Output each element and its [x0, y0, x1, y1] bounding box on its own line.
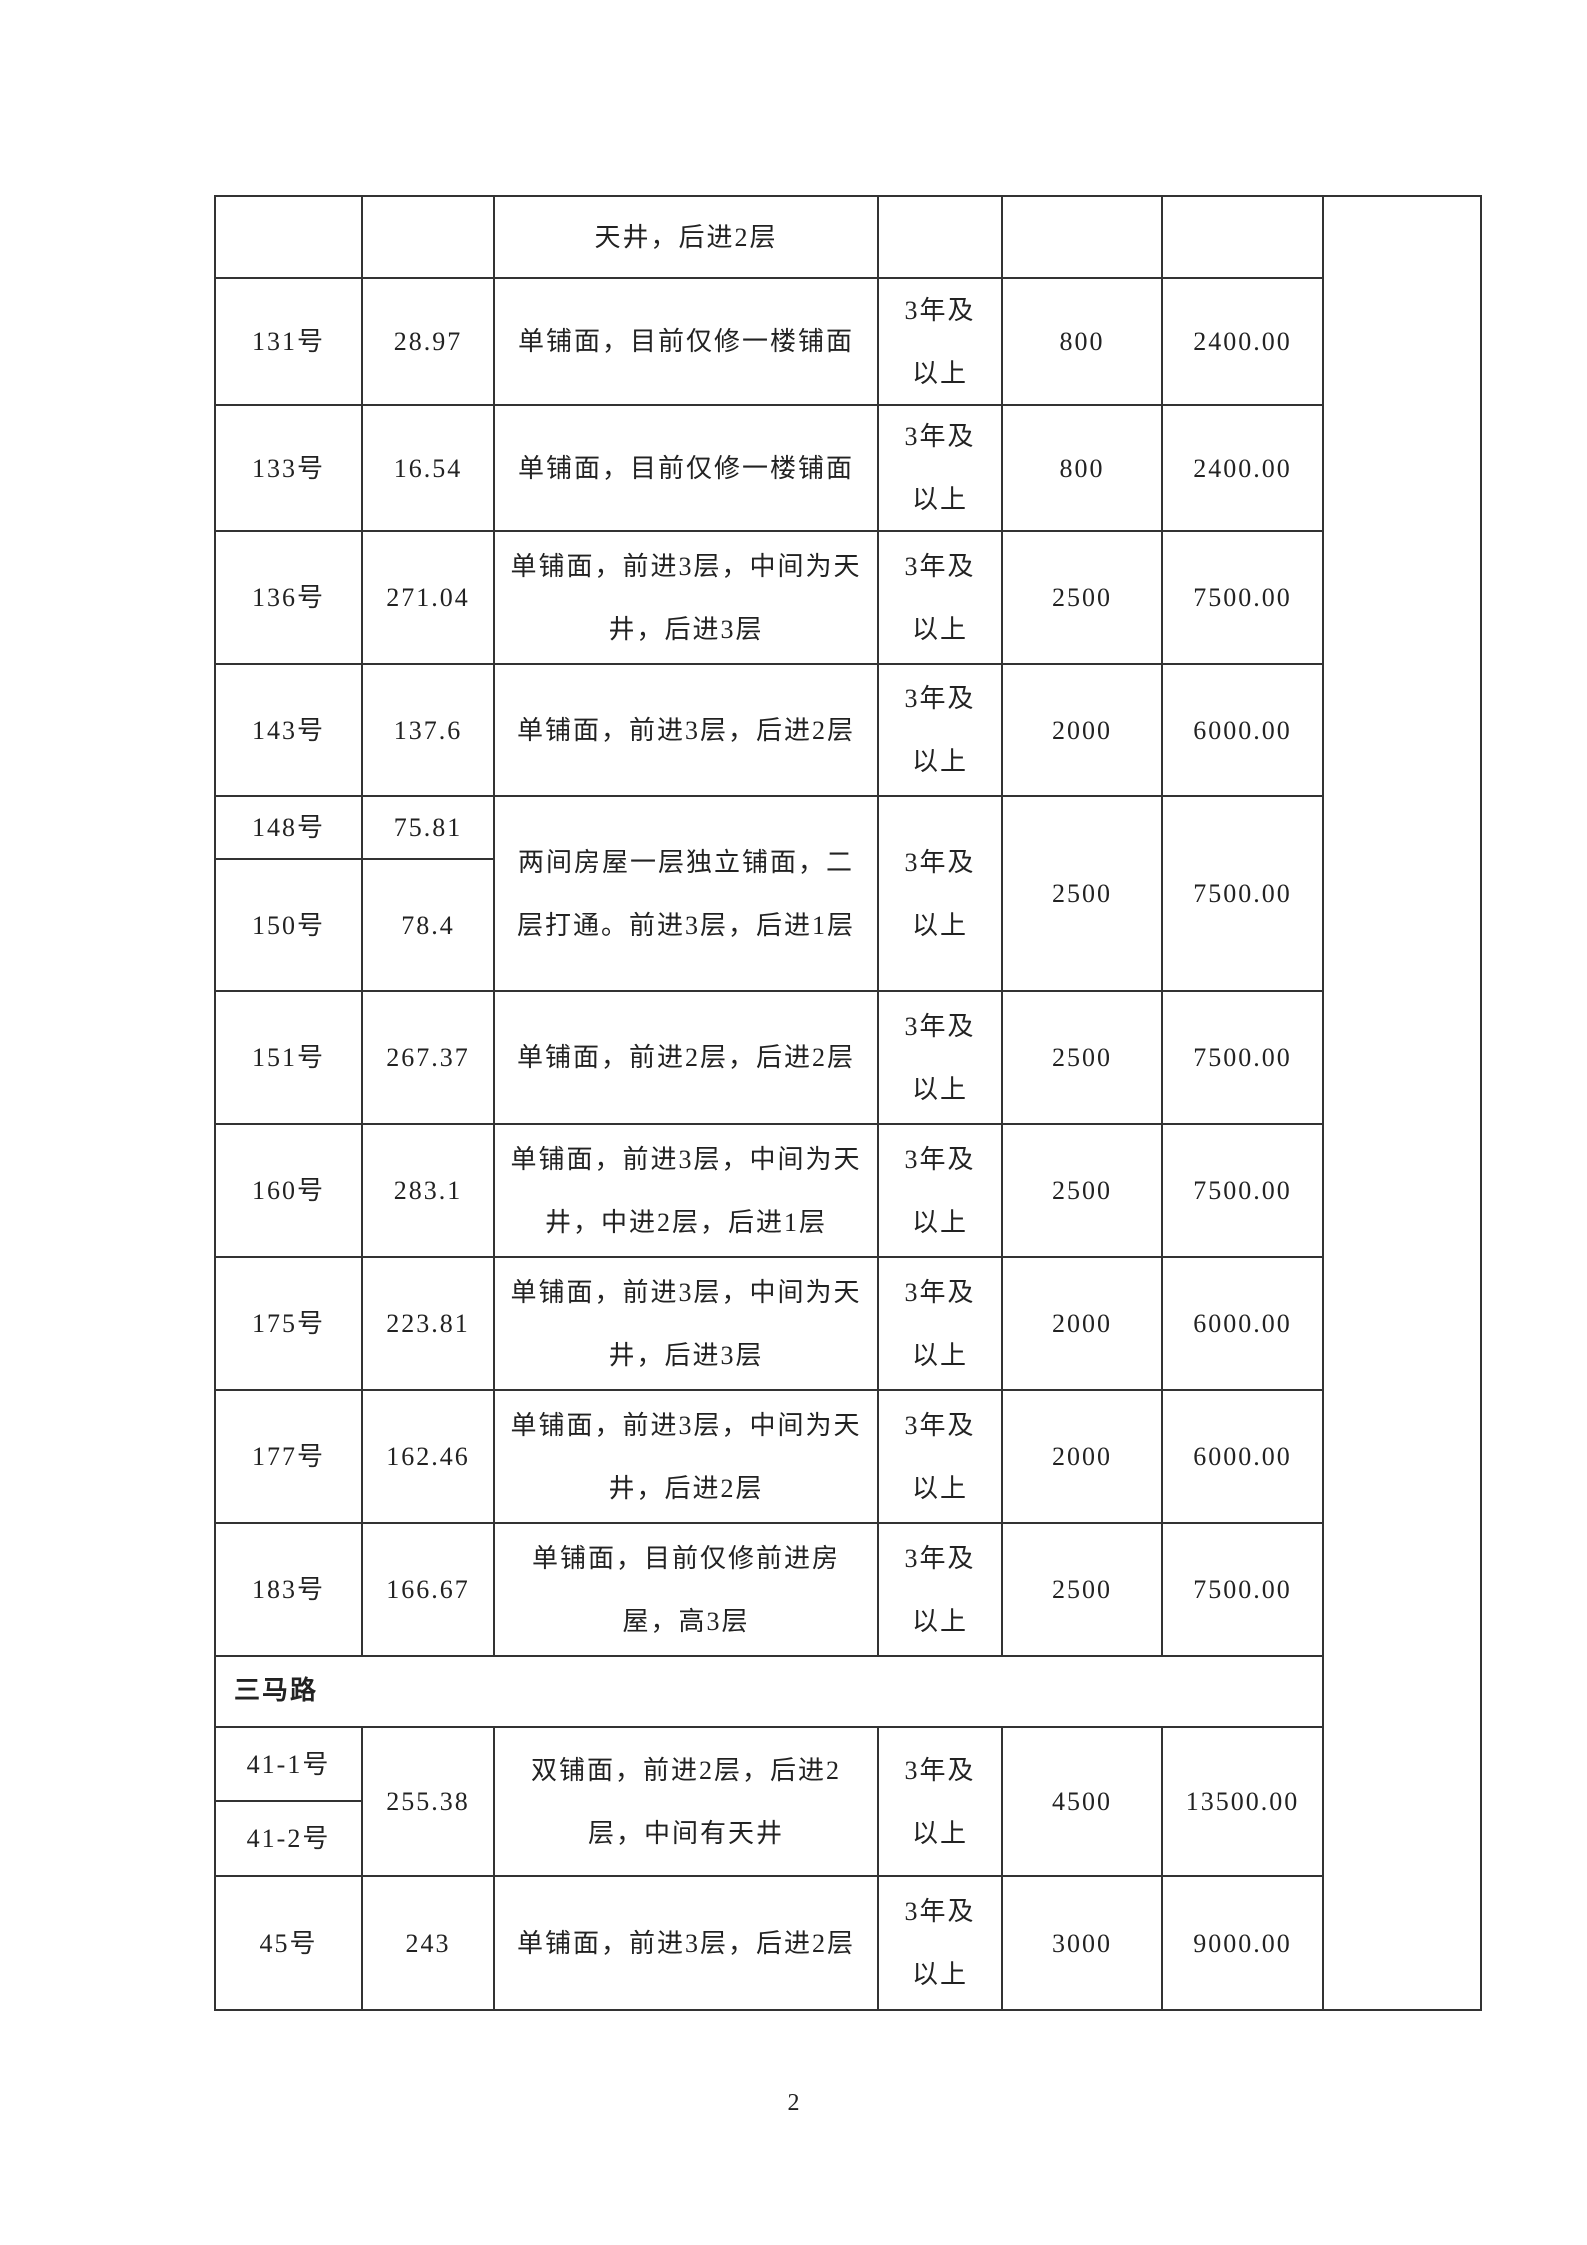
description: 单铺面，前进3层，中间为天井，后进2层: [493, 1389, 879, 1524]
description: 双铺面，前进2层，后进2层，中间有天井: [493, 1726, 879, 1877]
area: [361, 195, 495, 279]
area: 271.04: [361, 530, 495, 665]
area: 16.54: [361, 404, 495, 532]
description: 单铺面，前进3层，中间为天井，后进3层: [493, 530, 879, 665]
area: 137.6: [361, 663, 495, 797]
description: 单铺面，目前仅修前进房屋，高3层: [493, 1522, 879, 1657]
house-number: 133号: [214, 404, 363, 532]
house-number: 148号: [214, 795, 363, 860]
lease-term: 3年及以上: [877, 1123, 1003, 1258]
monthly-rent: 800: [1001, 404, 1163, 532]
house-number: 151号: [214, 990, 363, 1125]
house-number: 136号: [214, 530, 363, 665]
total: 7500.00: [1161, 1123, 1324, 1258]
total: 6000.00: [1161, 663, 1324, 797]
lease-term: 3年及以上: [877, 795, 1003, 992]
lease-term: [877, 195, 1003, 279]
area: 255.38: [361, 1726, 495, 1877]
total: 7500.00: [1161, 1522, 1324, 1657]
house-number: 131号: [214, 277, 363, 406]
house-number: 183号: [214, 1522, 363, 1657]
area: 78.4: [361, 858, 495, 992]
house-number: 177号: [214, 1389, 363, 1524]
house-number: [214, 195, 363, 279]
description: 单铺面，前进3层，中间为天井，后进3层: [493, 1256, 879, 1391]
lease-term: 3年及以上: [877, 1256, 1003, 1391]
total: 6000.00: [1161, 1256, 1324, 1391]
house-number: 41-1号: [214, 1726, 363, 1802]
house-number: 143号: [214, 663, 363, 797]
house-number: 41-2号: [214, 1800, 363, 1877]
description: 单铺面，前进3层，后进2层: [493, 663, 879, 797]
total: 2400.00: [1161, 277, 1324, 406]
lease-term: 3年及以上: [877, 404, 1003, 532]
lease-term: 3年及以上: [877, 1389, 1003, 1524]
total: 6000.00: [1161, 1389, 1324, 1524]
monthly-rent: 2500: [1001, 530, 1163, 665]
lease-term: 3年及以上: [877, 1726, 1003, 1877]
description: 单铺面，目前仅修一楼铺面: [493, 404, 879, 532]
area: 223.81: [361, 1256, 495, 1391]
monthly-rent: [1001, 195, 1163, 279]
blank-column: [1322, 195, 1482, 2011]
monthly-rent: 2500: [1001, 1123, 1163, 1258]
area: 28.97: [361, 277, 495, 406]
total: 2400.00: [1161, 404, 1324, 532]
area: 75.81: [361, 795, 495, 860]
house-number: 150号: [214, 858, 363, 992]
area: 166.67: [361, 1522, 495, 1657]
monthly-rent: 3000: [1001, 1875, 1163, 2011]
lease-term: 3年及以上: [877, 663, 1003, 797]
description: 单铺面，前进3层，中间为天井，中进2层，后进1层: [493, 1123, 879, 1258]
total: 13500.00: [1161, 1726, 1324, 1877]
area: 283.1: [361, 1123, 495, 1258]
total: 7500.00: [1161, 795, 1324, 992]
monthly-rent: 2500: [1001, 990, 1163, 1125]
monthly-rent: 2500: [1001, 795, 1163, 992]
total: 9000.00: [1161, 1875, 1324, 2011]
area: 243: [361, 1875, 495, 2011]
total: 7500.00: [1161, 990, 1324, 1125]
page-number: 2: [787, 2090, 800, 2116]
description: 单铺面，前进2层，后进2层: [493, 990, 879, 1125]
description: 两间房屋一层独立铺面，二层打通。前进3层，后进1层: [493, 795, 879, 992]
description: 单铺面，目前仅修一楼铺面: [493, 277, 879, 406]
lease-term: 3年及以上: [877, 990, 1003, 1125]
total: [1161, 195, 1324, 279]
house-number: 175号: [214, 1256, 363, 1391]
monthly-rent: 800: [1001, 277, 1163, 406]
area: 162.46: [361, 1389, 495, 1524]
lease-term: 3年及以上: [877, 1875, 1003, 2011]
area: 267.37: [361, 990, 495, 1125]
monthly-rent: 2500: [1001, 1522, 1163, 1657]
monthly-rent: 2000: [1001, 1256, 1163, 1391]
lease-term: 3年及以上: [877, 1522, 1003, 1657]
monthly-rent: 2000: [1001, 1389, 1163, 1524]
total: 7500.00: [1161, 530, 1324, 665]
lease-term: 3年及以上: [877, 277, 1003, 406]
lease-term: 3年及以上: [877, 530, 1003, 665]
section-header: 三马路: [214, 1655, 1324, 1728]
monthly-rent: 4500: [1001, 1726, 1163, 1877]
house-number: 160号: [214, 1123, 363, 1258]
description: 天井，后进2层: [493, 195, 879, 279]
house-number: 45号: [214, 1875, 363, 2011]
description: 单铺面，前进3层，后进2层: [493, 1875, 879, 2011]
monthly-rent: 2000: [1001, 663, 1163, 797]
